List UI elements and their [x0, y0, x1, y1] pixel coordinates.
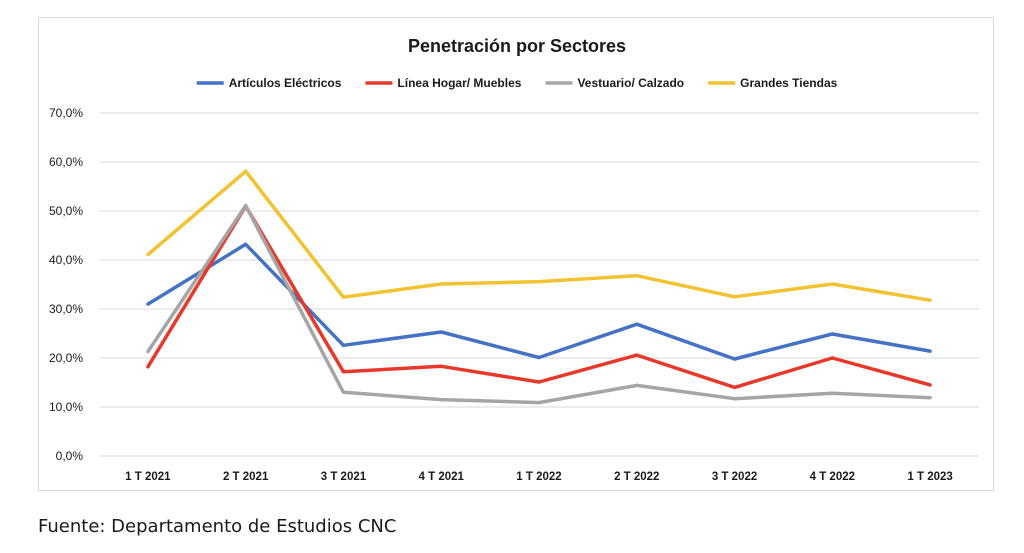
series-line-articulos-electricos [146, 242, 931, 361]
legend-label: Vestuario/ Calzado [577, 76, 684, 90]
y-tick-label: 20,0% [49, 351, 83, 365]
data-point-articulos-electricos [341, 343, 346, 347]
data-point-vestuario-calzado [830, 391, 835, 395]
y-tick-label: 60,0% [49, 155, 83, 169]
data-point-vestuario-calzado [732, 396, 737, 401]
data-point-linea-hogar-muebles [928, 383, 932, 387]
data-point-linea-hogar-muebles [341, 370, 346, 374]
series-line-linea-hogar-muebles [146, 204, 931, 390]
data-point-grandes-tiendas [439, 282, 443, 286]
legend-label: Línea Hogar/ Muebles [397, 76, 521, 90]
x-tick-label: 4 T 2021 [419, 471, 465, 483]
data-point-linea-hogar-muebles [635, 353, 639, 357]
data-point-grandes-tiendas [341, 295, 346, 299]
x-tick-label: 2 T 2022 [614, 471, 659, 483]
data-point-vestuario-calzado [146, 349, 150, 354]
y-tick-label: 40,0% [49, 253, 83, 267]
data-point-vestuario-calzado [439, 397, 443, 402]
x-tick-label: 4 T 2022 [810, 471, 855, 483]
data-point-vestuario-calzado [537, 400, 541, 405]
data-point-vestuario-calzado [341, 390, 346, 394]
data-point-grandes-tiendas [732, 295, 737, 299]
y-tick-label: 30,0% [49, 302, 83, 316]
data-point-linea-hogar-muebles [537, 380, 541, 384]
x-tick-label: 1 T 2023 [907, 471, 952, 483]
data-point-articulos-electricos [635, 322, 639, 326]
data-point-grandes-tiendas [243, 169, 248, 174]
legend-label: Artículos Eléctricos [229, 76, 342, 90]
x-tick-label: 1 T 2022 [516, 471, 561, 483]
data-point-articulos-electricos [928, 349, 932, 353]
data-point-grandes-tiendas [830, 282, 835, 286]
data-point-articulos-electricos [243, 242, 248, 247]
source-note: Fuente: Departamento de Estudios CNC [38, 516, 397, 537]
y-tick-label: 70,0% [49, 106, 83, 120]
legend: Artículos Eléctricos Línea Hogar/ Muebles… [196, 76, 838, 90]
x-tick-label: 3 T 2022 [712, 471, 757, 483]
data-point-linea-hogar-muebles [732, 385, 737, 390]
chart-title: Penetración por Sectores [408, 36, 626, 56]
line-chart: Penetración por Sectores Artículos Eléct… [49, 36, 979, 483]
data-point-vestuario-calzado [243, 203, 248, 208]
x-axis: 1 T 2021 2 T 2021 3 T 2021 4 T 2021 1 T 2022… [125, 471, 953, 483]
data-point-articulos-electricos [439, 330, 443, 334]
series-lines [146, 169, 932, 405]
y-tick-label: 10,0% [49, 400, 83, 414]
y-axis: 0,0% 10,0% 20,0% 30,0% 40,0% 50,0% 60,0% 70,0% [49, 106, 83, 463]
y-tick-label: 0,0% [56, 449, 84, 463]
x-tick-label: 1 T 2021 [125, 471, 171, 483]
data-point-grandes-tiendas [635, 273, 639, 278]
data-point-grandes-tiendas [146, 252, 150, 257]
data-point-vestuario-calzado [928, 395, 932, 400]
y-tick-label: 50,0% [49, 204, 83, 218]
data-point-articulos-electricos [830, 332, 835, 336]
x-tick-label: 2 T 2021 [223, 471, 269, 483]
data-point-articulos-electricos [146, 302, 150, 306]
data-point-vestuario-calzado [635, 383, 639, 388]
grid [99, 112, 979, 457]
series-line-vestuario-calzado [146, 203, 931, 405]
legend-label: Grandes Tiendas [740, 76, 837, 90]
data-point-linea-hogar-muebles [146, 365, 150, 369]
data-point-linea-hogar-muebles [830, 356, 835, 360]
chart-frame: Penetración por Sectores Artículos Eléct… [38, 17, 994, 491]
data-point-articulos-electricos [732, 357, 737, 361]
data-point-linea-hogar-muebles [439, 364, 443, 369]
data-point-grandes-tiendas [928, 298, 932, 302]
data-point-articulos-electricos [537, 355, 541, 360]
data-point-grandes-tiendas [537, 279, 541, 284]
x-tick-label: 3 T 2021 [321, 471, 367, 483]
